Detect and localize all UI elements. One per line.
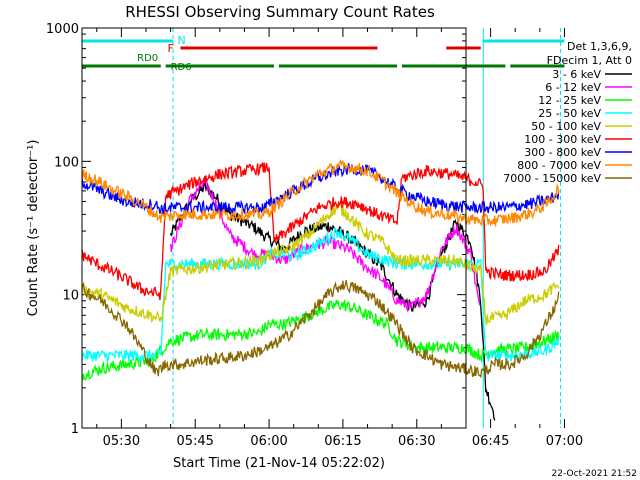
y-tick-label: 10 [62, 289, 79, 304]
x-tick-label: 06:15 [324, 434, 361, 449]
legend-label: 50 - 100 keV [531, 120, 601, 133]
y-tick-label: 100 [54, 155, 79, 170]
legend-label: 7000 - 15000 keV [503, 172, 601, 185]
rd6-flag-label: RD6 [171, 62, 192, 73]
series-line-7 [81, 159, 560, 227]
series-line-1 [169, 175, 481, 312]
legend-header-line: FDecim 1, Att 0 [547, 54, 632, 67]
x-axis-label: Start Time (21-Nov-14 05:22:02) [173, 456, 385, 471]
y-axis-label: Count Rate (s⁻¹ detector⁻¹) [26, 140, 41, 317]
chart-title: RHESSI Observing Summary Count Rates [125, 3, 435, 21]
x-tick-label: 07:00 [546, 434, 583, 449]
y-tick-label: 1000 [46, 22, 79, 37]
legend-label: 25 - 50 keV [538, 107, 601, 120]
plot-frame [81, 27, 467, 429]
legend-header-line: Det 1,3,6,9, [567, 40, 632, 53]
series-line-4 [81, 202, 560, 326]
timestamp: 22-Oct-2021 21:52 [552, 469, 637, 479]
series-line-3 [81, 227, 560, 364]
legend-label: 12 - 25 keV [538, 94, 601, 107]
legend-label: 800 - 7000 keV [517, 159, 601, 172]
legend-label: 300 - 800 keV [524, 146, 601, 159]
legend-label: 3 - 6 keV [552, 68, 601, 81]
y-tick-label: 1 [71, 422, 79, 437]
series-line-6 [81, 163, 560, 216]
x-tick-label: 06:45 [472, 434, 509, 449]
x-tick-label: 06:30 [398, 434, 435, 449]
legend-label: 100 - 300 keV [524, 133, 601, 146]
series-line-8 [81, 279, 560, 379]
x-tick-label: 06:00 [250, 434, 287, 449]
x-tick-label: 05:30 [103, 434, 140, 449]
n-flag-label: N [178, 34, 186, 47]
rd0-flag-label: RD0 [137, 53, 158, 64]
x-tick-label: 05:45 [176, 434, 213, 449]
legend-label: 6 - 12 keV [545, 81, 601, 94]
f-flag-label: F [168, 42, 174, 55]
series-line-5 [81, 162, 560, 301]
